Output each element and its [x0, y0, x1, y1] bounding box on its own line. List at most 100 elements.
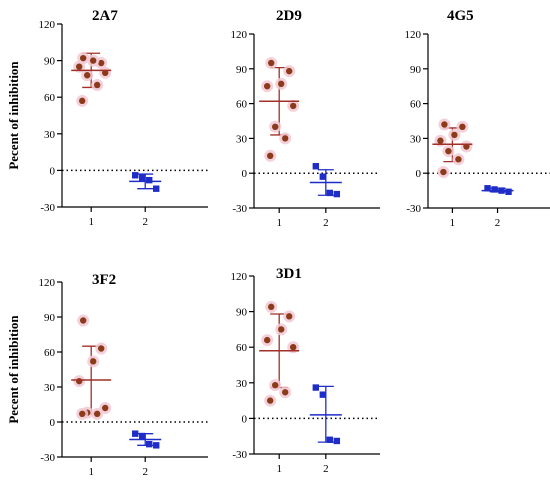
- y-tick-label: 0: [416, 168, 422, 180]
- data-point: [455, 156, 462, 163]
- data-point: [290, 344, 297, 351]
- y-tick-label: 30: [44, 382, 56, 394]
- data-point: [139, 174, 146, 181]
- data-point: [79, 97, 86, 105]
- y-tick-label: 90: [44, 56, 56, 68]
- data-point: [94, 410, 101, 418]
- data-point: [286, 67, 293, 75]
- x-tick-label: 2: [323, 463, 329, 475]
- data-point: [94, 81, 101, 89]
- y-tick-label: 30: [236, 378, 248, 390]
- data-point: [76, 377, 83, 385]
- panel-2a7: 2A7 -30 0 30 60 90 120 1 2 Pecent of inhibition: [6, 8, 208, 228]
- y-tick-label: 120: [39, 277, 56, 289]
- x-tick-label: 1: [276, 463, 282, 475]
- series-1: [259, 300, 300, 407]
- y-tick-label: 0: [242, 168, 248, 180]
- data-point: [153, 185, 160, 192]
- data-point: [282, 389, 289, 396]
- y-tick-label: 60: [44, 347, 56, 359]
- y-tick-label: -30: [40, 202, 55, 214]
- data-point: [333, 190, 341, 198]
- data-point: [90, 57, 97, 64]
- y-tick-label: 90: [44, 312, 56, 324]
- y-tick-label: 0: [242, 413, 248, 425]
- y-tick-label: -30: [406, 203, 421, 215]
- panel-4g5: 4G5 -30 0 30 60 90 120 1 2: [405, 8, 550, 229]
- data-point: [90, 358, 97, 365]
- data-point: [505, 188, 512, 195]
- data-point: [319, 173, 327, 180]
- data-point: [440, 168, 447, 176]
- data-point: [491, 186, 498, 193]
- series-2: [129, 172, 162, 192]
- series-2: [309, 384, 342, 445]
- data-point: [139, 432, 146, 440]
- x-tick-label: 1: [276, 217, 282, 229]
- y-axis-label: Pecent of inhibition: [6, 61, 21, 170]
- data-point: [326, 436, 334, 443]
- y-tick-label: 30: [44, 129, 56, 141]
- data-point: [272, 123, 279, 130]
- y-tick-label: 60: [44, 92, 56, 104]
- series-2: [309, 163, 342, 198]
- y-tick-label: -30: [232, 203, 247, 215]
- data-point: [437, 137, 444, 144]
- y-tick-label: 60: [410, 99, 422, 111]
- x-tick-label: 2: [495, 217, 501, 229]
- data-point: [278, 326, 285, 333]
- data-point: [102, 404, 109, 412]
- panel-2d9: 2D9 -30 0 30 60 90 120 1 2: [231, 8, 380, 229]
- series-1: [71, 314, 112, 420]
- series-1: [259, 57, 300, 162]
- y-tick-label: 120: [231, 271, 248, 283]
- panel-3d1: 3D1 -30 0 30 60 90 120 1 2: [231, 266, 380, 475]
- panel-title: 2D9: [276, 8, 302, 24]
- data-point: [333, 437, 341, 445]
- data-point: [264, 336, 271, 344]
- data-point: [98, 345, 105, 352]
- y-tick-label: 90: [236, 64, 248, 76]
- y-tick-label: -30: [40, 452, 55, 464]
- y-tick-label: 90: [236, 307, 248, 319]
- data-point: [282, 135, 289, 142]
- series-2: [481, 185, 514, 195]
- data-point: [319, 391, 327, 398]
- data-point: [312, 384, 320, 391]
- panel-title: 2A7: [92, 8, 118, 24]
- panel-3f2: 3F2 -30 0 30 60 90 120 1 2 Pecent of inhibition: [6, 272, 208, 478]
- panel-title: 3D1: [276, 266, 302, 282]
- data-point: [326, 189, 334, 197]
- data-point: [80, 317, 87, 324]
- panel-title: 3F2: [92, 272, 116, 288]
- data-point: [286, 313, 293, 320]
- data-point: [267, 152, 274, 159]
- x-tick-label: 2: [142, 216, 148, 228]
- data-point: [76, 63, 83, 70]
- x-tick-label: 1: [450, 217, 456, 229]
- y-tick-label: 120: [39, 19, 56, 31]
- y-tick-label: 90: [410, 64, 422, 76]
- data-point: [267, 397, 274, 404]
- data-point: [153, 442, 160, 449]
- data-point: [451, 131, 458, 139]
- data-point: [102, 69, 109, 77]
- data-point: [146, 440, 153, 448]
- data-point: [79, 410, 86, 418]
- data-point: [441, 121, 448, 128]
- y-tick-label: 30: [236, 133, 248, 145]
- data-point: [132, 172, 139, 179]
- x-tick-label: 1: [88, 216, 94, 228]
- series-1: [432, 118, 473, 179]
- data-point: [268, 303, 275, 311]
- y-tick-label: 120: [231, 29, 248, 41]
- y-tick-label: 0: [50, 165, 56, 177]
- data-point: [459, 123, 466, 130]
- data-point: [278, 80, 285, 88]
- data-point: [98, 59, 105, 67]
- data-point: [132, 430, 139, 437]
- data-point: [290, 102, 297, 110]
- panel-title: 4G5: [447, 8, 474, 24]
- x-tick-label: 2: [323, 217, 329, 229]
- y-tick-label: 30: [410, 133, 422, 145]
